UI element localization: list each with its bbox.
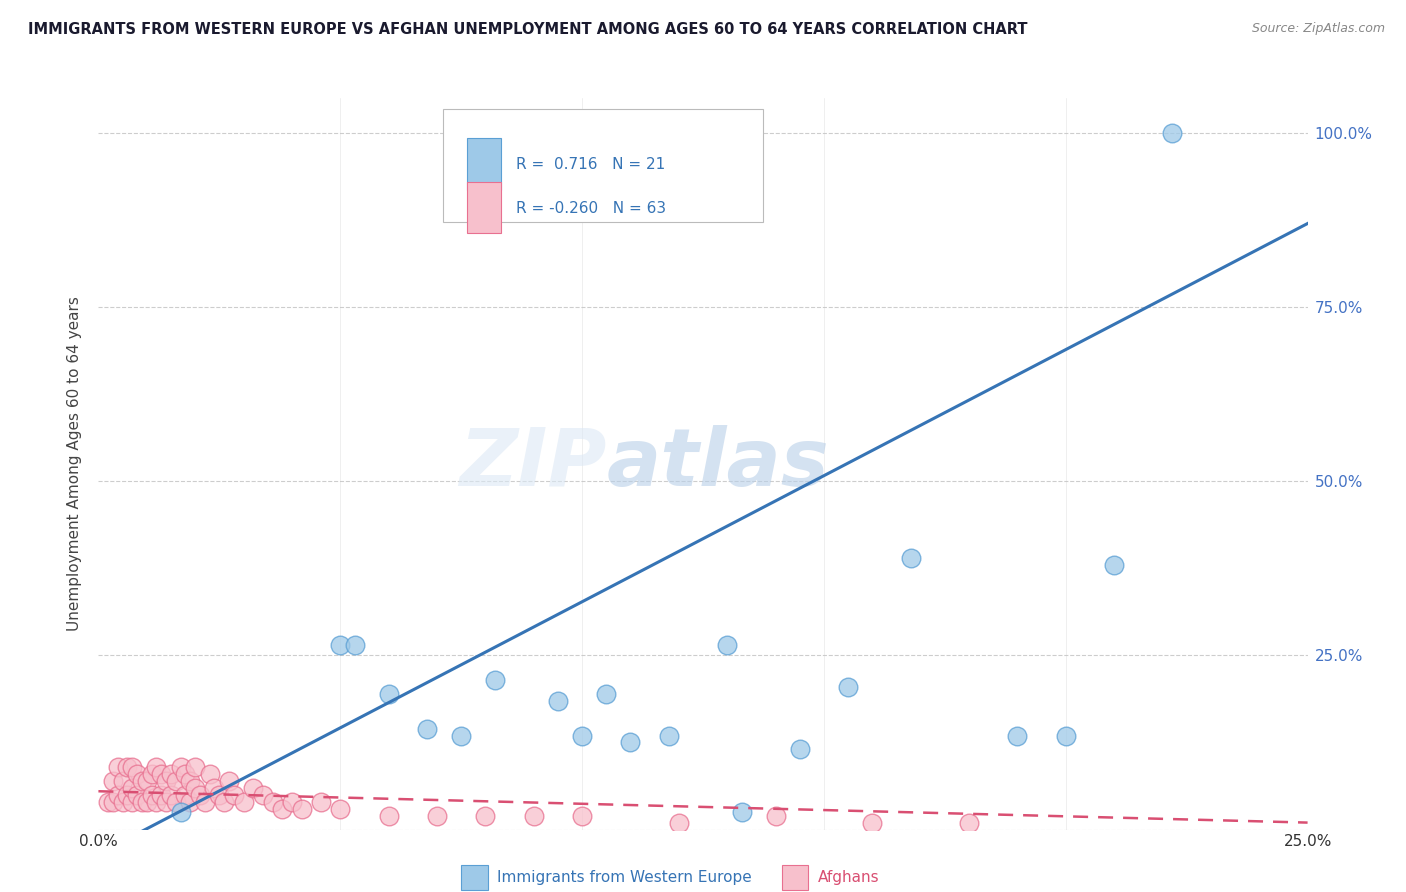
FancyBboxPatch shape bbox=[461, 864, 488, 890]
Point bbox=[377, 687, 399, 701]
Point bbox=[165, 773, 187, 788]
Point bbox=[271, 802, 294, 816]
Point bbox=[329, 638, 352, 652]
Point bbox=[169, 760, 191, 774]
Point bbox=[188, 788, 211, 802]
Point bbox=[169, 805, 191, 819]
Point bbox=[484, 673, 506, 687]
Point bbox=[547, 694, 569, 708]
FancyBboxPatch shape bbox=[782, 864, 808, 890]
Point bbox=[121, 760, 143, 774]
Point bbox=[101, 795, 124, 809]
Point bbox=[262, 795, 284, 809]
Point bbox=[212, 795, 235, 809]
Point bbox=[232, 795, 254, 809]
Point bbox=[416, 722, 439, 736]
Point bbox=[179, 795, 201, 809]
Point bbox=[789, 742, 811, 756]
Point bbox=[111, 795, 134, 809]
Point bbox=[281, 795, 304, 809]
Text: ZIP: ZIP bbox=[458, 425, 606, 503]
Point bbox=[141, 788, 163, 802]
Point bbox=[155, 773, 177, 788]
Point bbox=[160, 767, 183, 781]
Point bbox=[658, 729, 681, 743]
Point bbox=[1007, 729, 1029, 743]
Point bbox=[1161, 126, 1184, 140]
Point bbox=[1054, 729, 1077, 743]
Point bbox=[523, 808, 546, 822]
Point bbox=[174, 767, 197, 781]
Point bbox=[1102, 558, 1125, 572]
Point bbox=[860, 815, 883, 830]
Point bbox=[107, 788, 129, 802]
Point bbox=[150, 788, 173, 802]
Y-axis label: Unemployment Among Ages 60 to 64 years: Unemployment Among Ages 60 to 64 years bbox=[67, 296, 83, 632]
Point bbox=[107, 760, 129, 774]
Text: Afghans: Afghans bbox=[818, 870, 880, 885]
Text: atlas: atlas bbox=[606, 425, 830, 503]
Point bbox=[252, 788, 274, 802]
Point bbox=[595, 687, 617, 701]
Point bbox=[101, 773, 124, 788]
Point bbox=[222, 788, 245, 802]
Point bbox=[160, 788, 183, 802]
Point bbox=[198, 767, 221, 781]
Point bbox=[218, 773, 240, 788]
Point bbox=[179, 773, 201, 788]
Point bbox=[731, 805, 754, 819]
Point bbox=[127, 788, 149, 802]
FancyBboxPatch shape bbox=[443, 109, 763, 222]
Point bbox=[111, 773, 134, 788]
FancyBboxPatch shape bbox=[467, 182, 501, 234]
Point bbox=[174, 788, 197, 802]
Point bbox=[571, 808, 593, 822]
Point bbox=[145, 760, 167, 774]
Point bbox=[145, 795, 167, 809]
Point bbox=[716, 638, 738, 652]
Point bbox=[242, 780, 264, 795]
Point bbox=[184, 760, 207, 774]
Point bbox=[309, 795, 332, 809]
Point bbox=[450, 729, 472, 743]
Point bbox=[619, 735, 641, 749]
Point bbox=[135, 795, 157, 809]
Point bbox=[97, 795, 120, 809]
Point bbox=[377, 808, 399, 822]
Point bbox=[765, 808, 787, 822]
Point bbox=[194, 795, 217, 809]
FancyBboxPatch shape bbox=[467, 138, 501, 190]
Point bbox=[668, 815, 690, 830]
Point bbox=[343, 638, 366, 652]
Point bbox=[571, 729, 593, 743]
Point bbox=[900, 550, 922, 565]
Point bbox=[155, 795, 177, 809]
Text: Source: ZipAtlas.com: Source: ZipAtlas.com bbox=[1251, 22, 1385, 36]
Point bbox=[121, 780, 143, 795]
Point bbox=[117, 788, 139, 802]
Point bbox=[204, 780, 226, 795]
Text: IMMIGRANTS FROM WESTERN EUROPE VS AFGHAN UNEMPLOYMENT AMONG AGES 60 TO 64 YEARS : IMMIGRANTS FROM WESTERN EUROPE VS AFGHAN… bbox=[28, 22, 1028, 37]
Point bbox=[165, 795, 187, 809]
Point bbox=[208, 788, 231, 802]
Point bbox=[957, 815, 980, 830]
Point bbox=[329, 802, 352, 816]
Point bbox=[474, 808, 496, 822]
Point bbox=[121, 795, 143, 809]
Text: R =  0.716   N = 21: R = 0.716 N = 21 bbox=[516, 157, 665, 171]
Point bbox=[131, 795, 153, 809]
Point bbox=[117, 760, 139, 774]
Point bbox=[141, 767, 163, 781]
Text: Immigrants from Western Europe: Immigrants from Western Europe bbox=[498, 870, 752, 885]
Point bbox=[135, 773, 157, 788]
Point bbox=[184, 780, 207, 795]
Point bbox=[131, 773, 153, 788]
Point bbox=[127, 767, 149, 781]
Point bbox=[290, 802, 312, 816]
Point bbox=[837, 680, 859, 694]
Point bbox=[150, 767, 173, 781]
Point bbox=[426, 808, 449, 822]
Text: R = -0.260   N = 63: R = -0.260 N = 63 bbox=[516, 201, 665, 216]
